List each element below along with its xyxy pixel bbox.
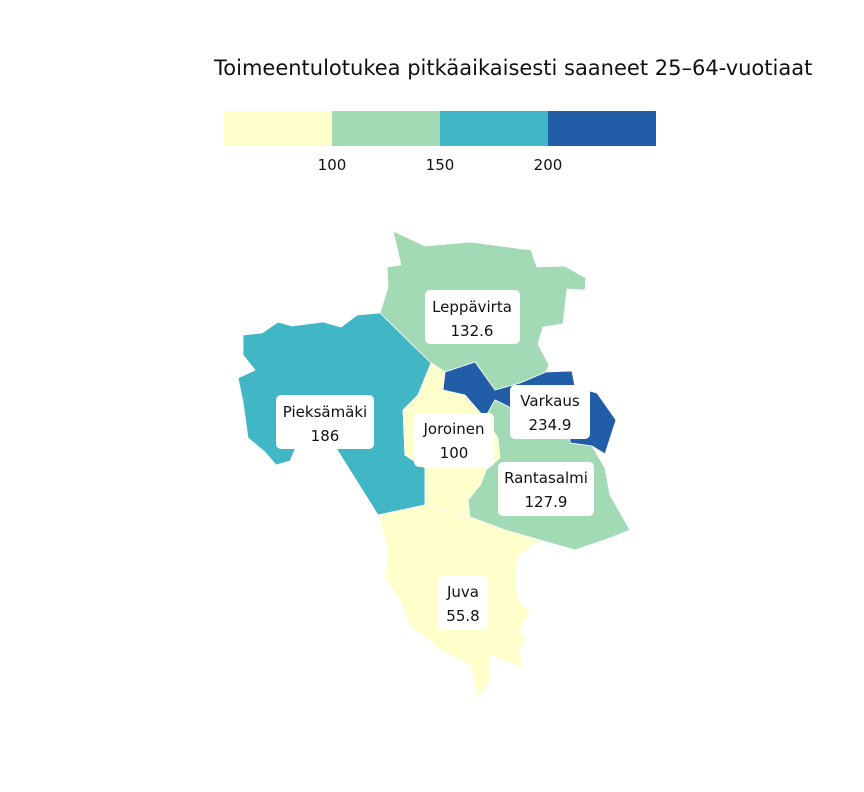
label-value-leppavirta: 132.6 (451, 322, 494, 340)
legend-bin (224, 111, 332, 146)
label-box-pieksamaki (276, 395, 374, 449)
legend-tick: 150 (426, 156, 455, 174)
label-value-joroinen: 100 (440, 444, 469, 462)
label-box-rantasalmi (498, 462, 594, 516)
label-box-joroinen (414, 413, 494, 467)
map-title: Toimeentulotukea pitkäaikaisesti saaneet… (214, 56, 813, 80)
legend-bin (440, 111, 548, 146)
label-name-joroinen: Joroinen (422, 420, 484, 438)
labels: Leppävirta 132.6 Pieksämäki 186 Joroinen… (276, 290, 594, 630)
label-box-juva (438, 576, 488, 630)
label-name-varkaus: Varkaus (520, 392, 580, 410)
label-value-pieksamaki: 186 (311, 427, 340, 445)
label-name-pieksamaki: Pieksämäki (283, 403, 367, 421)
label-box-leppavirta (425, 290, 520, 344)
legend: 100 150 200 (224, 111, 656, 174)
label-value-rantasalmi: 127.9 (525, 493, 568, 511)
label-name-leppavirta: Leppävirta (432, 298, 512, 316)
label-value-juva: 55.8 (446, 607, 479, 625)
label-name-rantasalmi: Rantasalmi (504, 469, 588, 487)
legend-bin (332, 111, 440, 146)
label-box-varkaus (510, 385, 590, 439)
label-name-juva: Juva (446, 583, 479, 601)
legend-bin (548, 111, 656, 146)
legend-tick: 100 (318, 156, 347, 174)
legend-tick: 200 (534, 156, 563, 174)
label-value-varkaus: 234.9 (529, 416, 572, 434)
